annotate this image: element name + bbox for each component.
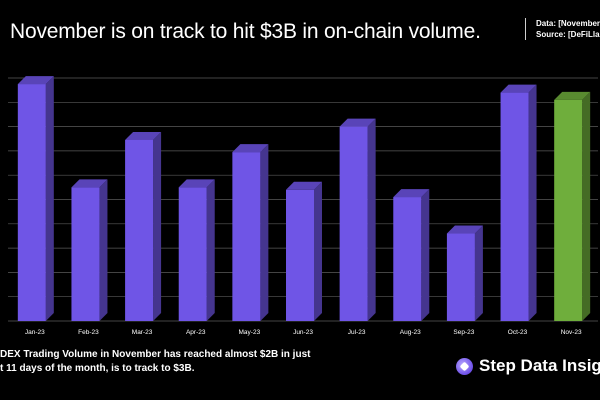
bar-side (582, 91, 591, 322)
bar-top (17, 76, 54, 85)
bar-top (393, 189, 430, 198)
x-tick-label: Oct-23 (508, 329, 528, 336)
bar (178, 187, 207, 321)
bar-top (125, 131, 162, 140)
data-line: Data: [November 2 (536, 19, 600, 28)
x-tick-label: Jul-23 (348, 329, 366, 336)
bar-side (367, 118, 376, 321)
bar-side (474, 225, 483, 321)
bar-side (99, 179, 108, 321)
bar (286, 189, 314, 321)
chart-area: Jan-23 Feb-23 Mar-23 Apr-23 May-23 Jun-23 Jul-… (0, 68, 600, 340)
bar-side (206, 179, 215, 321)
bar (71, 187, 100, 321)
bar-top (339, 118, 376, 127)
bar-top (446, 225, 483, 234)
bar-top (286, 181, 322, 190)
caption-line-2: t 11 days of the month, is to track to $… (0, 363, 195, 374)
x-tick-label: Jan-23 (25, 329, 45, 336)
bar-top (554, 91, 591, 100)
bar-side (260, 144, 269, 321)
x-tick-label: May-23 (239, 329, 261, 336)
bar-side (528, 84, 537, 321)
bar (446, 233, 475, 321)
page-title: November is on track to hit $3B in on-ch… (10, 20, 481, 43)
x-tick-label: Feb-23 (78, 329, 99, 336)
bar (339, 126, 368, 321)
bar-top (232, 144, 269, 153)
caption-line-1: DEX Trading Volume in November has reach… (0, 349, 311, 360)
bar (125, 139, 154, 321)
source-line: Source: [DeFiLlam (536, 30, 600, 39)
source-box: Data: [November 2 Source: [DeFiLlam (525, 18, 600, 40)
bar-side (153, 131, 162, 321)
bar-side (45, 76, 54, 321)
bar (17, 84, 46, 321)
bar-top (178, 179, 215, 188)
x-tick-label: Nov-23 (561, 329, 582, 336)
brand-name: Step Data Insig (479, 356, 600, 375)
bar-top (71, 179, 108, 188)
x-tick-label: Mar-23 (132, 329, 153, 336)
bar (232, 152, 261, 321)
x-tick-label: Jun-23 (293, 329, 313, 336)
x-tick-label: Apr-23 (186, 329, 206, 336)
caption: DEX Trading Volume in November has reach… (0, 348, 360, 376)
bar-side (421, 189, 430, 321)
bar (393, 197, 422, 321)
bar-chart: Jan-23 Feb-23 Mar-23 Apr-23 May-23 Jun-23 Jul-… (8, 76, 598, 336)
bar (554, 99, 583, 322)
bar-top (500, 84, 537, 93)
brand: Step Data Insig (456, 356, 600, 376)
step-logo-icon (456, 357, 473, 375)
x-tick-label: Aug-23 (400, 329, 421, 336)
bar-side (314, 181, 322, 321)
bar (500, 92, 529, 321)
x-tick-label: Sep-23 (453, 329, 474, 336)
